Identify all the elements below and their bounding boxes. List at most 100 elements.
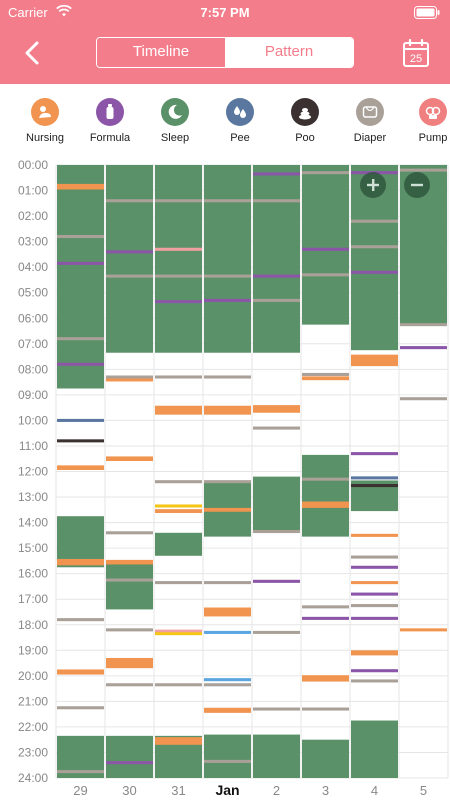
sleep-block[interactable] <box>253 476 300 532</box>
formula-event[interactable] <box>400 346 447 350</box>
diaper-event[interactable] <box>204 199 251 203</box>
diaper-event[interactable] <box>106 375 153 379</box>
nursing-event[interactable] <box>106 377 153 382</box>
nursing-event[interactable] <box>57 558 104 566</box>
day-label[interactable]: 4 <box>371 783 378 798</box>
poo-event[interactable] <box>57 439 104 443</box>
yellow-event[interactable] <box>155 632 202 636</box>
sleep-block[interactable] <box>351 720 398 778</box>
sleep-block[interactable] <box>302 454 349 537</box>
formula-event[interactable] <box>253 274 300 278</box>
sleep-block[interactable] <box>57 516 104 568</box>
nursing-event[interactable] <box>106 559 153 565</box>
nursing-event[interactable] <box>204 507 251 512</box>
formula-event[interactable] <box>351 565 398 569</box>
diaper-event[interactable] <box>204 683 251 687</box>
formula-event[interactable] <box>351 452 398 456</box>
diaper-event[interactable] <box>400 397 447 401</box>
nursing-event[interactable] <box>204 405 251 415</box>
diaper-event[interactable] <box>57 706 104 710</box>
sleep-block[interactable] <box>57 165 104 389</box>
nursing-event[interactable] <box>106 657 153 669</box>
day-label[interactable]: 5 <box>420 783 427 798</box>
nursing-event[interactable] <box>57 669 104 675</box>
nursing-event[interactable] <box>351 581 398 585</box>
day-label[interactable]: 2 <box>273 783 280 798</box>
diaper-event[interactable] <box>106 628 153 632</box>
diaper-event[interactable] <box>57 337 104 341</box>
formula-event[interactable] <box>351 270 398 274</box>
day-label[interactable]: 29 <box>73 783 87 798</box>
blue-event[interactable] <box>204 630 251 634</box>
diaper-event[interactable] <box>57 770 104 774</box>
nursing-event[interactable] <box>400 628 447 632</box>
diaper-event[interactable] <box>253 707 300 711</box>
diaper-event[interactable] <box>204 375 251 379</box>
category-sleep[interactable]: Sleep <box>140 98 210 144</box>
category-pump[interactable]: Pump <box>398 98 450 144</box>
nursing-event[interactable] <box>302 501 349 508</box>
diaper-event[interactable] <box>253 529 300 534</box>
diaper-event[interactable] <box>204 581 251 585</box>
formula-event[interactable] <box>302 616 349 620</box>
zoom-out-button[interactable] <box>404 172 430 198</box>
nursing-event[interactable] <box>155 737 202 745</box>
diaper-event[interactable] <box>204 274 251 278</box>
sleep-block[interactable] <box>253 734 300 778</box>
formula-event[interactable] <box>155 300 202 304</box>
diaper-event[interactable] <box>204 480 251 484</box>
nursing-event[interactable] <box>351 354 398 367</box>
diaper-event[interactable] <box>57 618 104 622</box>
formula-event[interactable] <box>57 362 104 366</box>
nursing-event[interactable] <box>302 376 349 381</box>
nursing-event[interactable] <box>106 456 153 462</box>
timeline-chart[interactable]: 00:00 01:00 02:00 03:00 04:00 05:00 06:00 07:00… <box>0 155 450 800</box>
diaper-event[interactable] <box>253 426 300 430</box>
pump-event[interactable] <box>155 247 202 251</box>
diaper-event[interactable] <box>351 679 398 683</box>
tab-pattern[interactable]: Pattern <box>225 38 353 67</box>
diaper-event[interactable] <box>302 477 349 481</box>
diaper-event[interactable] <box>155 480 202 484</box>
diaper-event[interactable] <box>400 168 447 172</box>
diaper-event[interactable] <box>302 372 349 376</box>
diaper-event[interactable] <box>253 298 300 302</box>
sleep-block[interactable] <box>106 735 153 778</box>
diaper-event[interactable] <box>351 219 398 223</box>
formula-event[interactable] <box>351 616 398 620</box>
diaper-event[interactable] <box>106 578 153 582</box>
diaper-event[interactable] <box>253 630 300 634</box>
diaper-event[interactable] <box>155 274 202 278</box>
nursing-event[interactable] <box>351 533 398 537</box>
yellow-event[interactable] <box>155 504 202 508</box>
pump-event[interactable] <box>155 629 202 633</box>
day-label[interactable]: 30 <box>122 783 136 798</box>
day-label[interactable]: 3 <box>322 783 329 798</box>
diaper-event[interactable] <box>57 234 104 239</box>
diaper-event[interactable] <box>302 273 349 277</box>
day-label[interactable]: 31 <box>171 783 185 798</box>
day-label[interactable]: Jan <box>215 782 239 798</box>
diaper-event[interactable] <box>253 199 300 203</box>
formula-event[interactable] <box>351 592 398 596</box>
diaper-event[interactable] <box>351 245 398 249</box>
nursing-event[interactable] <box>57 183 104 190</box>
diaper-event[interactable] <box>155 199 202 203</box>
diaper-event[interactable] <box>302 605 349 609</box>
diaper-event[interactable] <box>106 199 153 203</box>
formula-event[interactable] <box>57 261 104 265</box>
nursing-event[interactable] <box>155 509 202 514</box>
nursing-event[interactable] <box>302 675 349 682</box>
diaper-event[interactable] <box>155 683 202 687</box>
formula-event[interactable] <box>106 761 153 765</box>
category-poo[interactable]: Poo <box>270 98 340 144</box>
sleep-block[interactable] <box>155 532 202 556</box>
category-diaper[interactable]: Diaper <box>335 98 405 144</box>
formula-event[interactable] <box>106 250 153 254</box>
sleep-block[interactable] <box>204 734 251 778</box>
nursing-event[interactable] <box>155 405 202 415</box>
blue-event[interactable] <box>204 678 251 682</box>
diaper-event[interactable] <box>302 171 349 175</box>
formula-event[interactable] <box>302 247 349 251</box>
nursing-event[interactable] <box>351 650 398 656</box>
